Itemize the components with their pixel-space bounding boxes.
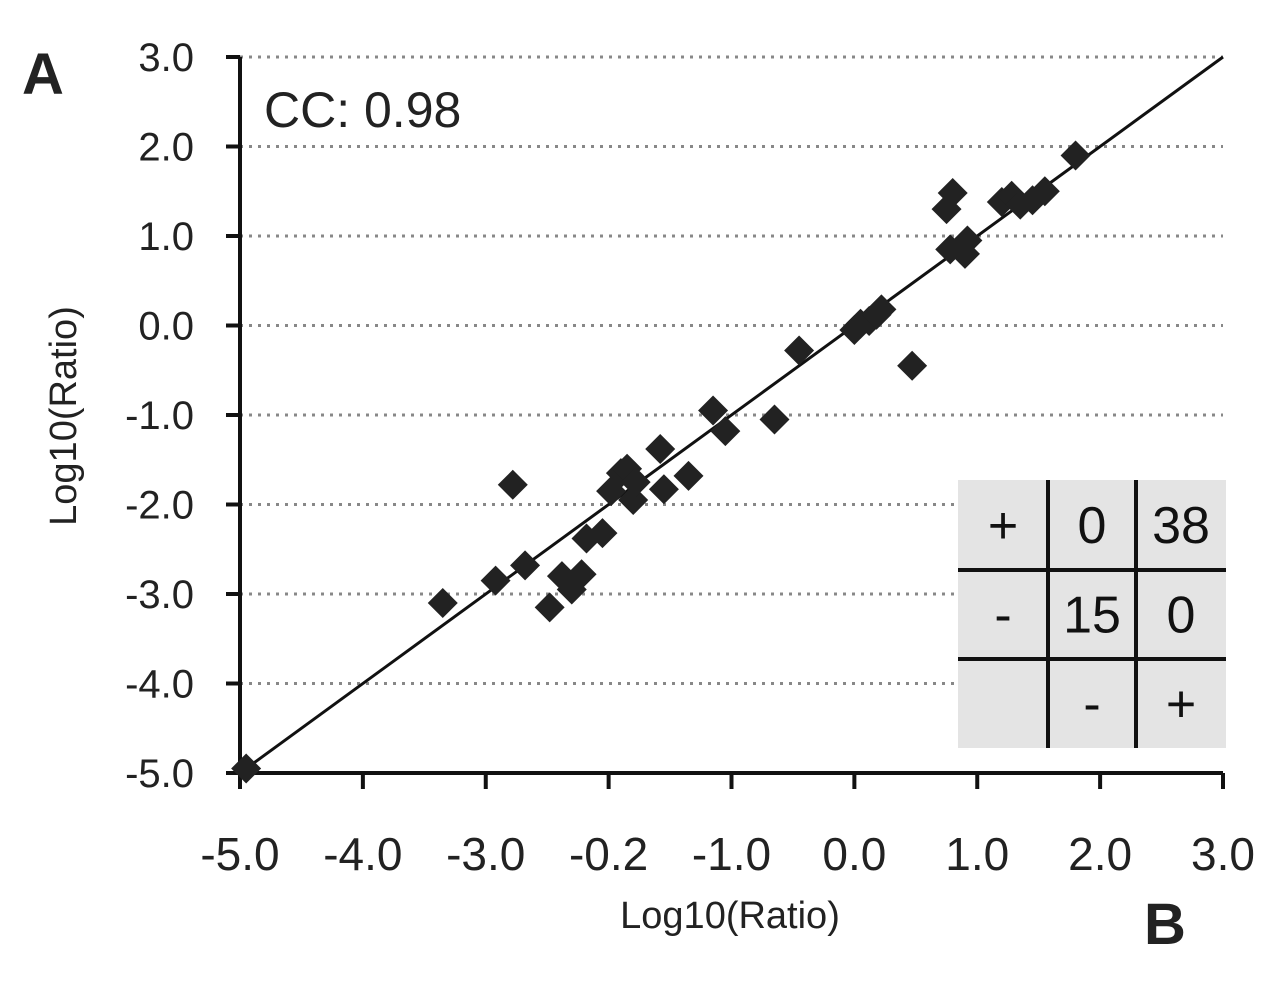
data-point xyxy=(710,416,741,447)
contingency-table: +0 38- 15 0- + xyxy=(958,480,1226,748)
data-point xyxy=(648,474,679,505)
data-point xyxy=(1060,140,1091,171)
y-tick-label: -5.0 xyxy=(125,752,194,796)
tick-labels: 3.02.01.00.0-1.0-2.0-3.0-4.0-5.0-5.0 -4.0… xyxy=(125,36,1255,880)
data-point xyxy=(952,225,983,256)
data-point xyxy=(937,178,968,209)
table-cell: 0 xyxy=(1167,587,1196,645)
x-tick-label: -0.2 xyxy=(569,828,648,880)
data-point xyxy=(645,434,676,465)
data-point xyxy=(427,587,458,618)
x-tick-label: 2.0 xyxy=(1068,828,1132,880)
table-cell: + xyxy=(1166,676,1196,734)
y-tick-label: 1.0 xyxy=(138,215,194,259)
data-point xyxy=(510,550,541,581)
data-point xyxy=(866,294,897,325)
table-cell: 0 xyxy=(1078,497,1107,555)
data-point xyxy=(897,350,928,381)
x-tick-label: -1.0 xyxy=(692,828,771,880)
y-tick-label: 2.0 xyxy=(138,126,194,170)
y-tick-label: -2.0 xyxy=(125,484,194,528)
table-cell: 15 xyxy=(1063,587,1121,645)
x-tick-label: 3.0 xyxy=(1191,828,1255,880)
data-point xyxy=(231,753,262,784)
data-point xyxy=(759,404,790,435)
data-point xyxy=(534,592,565,623)
x-tick-label: 1.0 xyxy=(945,828,1009,880)
table-cell: - xyxy=(1083,676,1100,734)
data-point xyxy=(497,469,528,500)
y-tick-label: -4.0 xyxy=(125,663,194,707)
data-point xyxy=(566,559,597,590)
y-tick-label: 0.0 xyxy=(138,305,194,349)
table-cell: + xyxy=(988,497,1018,555)
data-point xyxy=(587,518,618,549)
x-tick-label: -5.0 xyxy=(200,828,279,880)
x-tick-label: -4.0 xyxy=(323,828,402,880)
y-axis-label: Log10(Ratio) xyxy=(43,306,85,526)
data-point xyxy=(1029,176,1060,207)
panel-label-a: A xyxy=(22,42,64,107)
data-point xyxy=(673,460,704,491)
x-tick-label: -3.0 xyxy=(446,828,525,880)
table-background xyxy=(958,480,1226,748)
data-point xyxy=(620,467,651,498)
correlation-annotation: CC: 0.98 xyxy=(264,82,461,138)
data-point xyxy=(480,565,511,596)
table-cell: - xyxy=(994,587,1011,645)
y-tick-label: -3.0 xyxy=(125,573,194,617)
panel-label-b: B xyxy=(1144,892,1186,957)
data-point xyxy=(784,335,815,366)
x-tick-label: 0.0 xyxy=(822,828,886,880)
data-points xyxy=(231,140,1091,784)
axes xyxy=(226,55,1225,789)
y-tick-label: 3.0 xyxy=(138,36,194,80)
fit-line-group xyxy=(239,55,1224,775)
table-cell: 38 xyxy=(1152,497,1210,555)
fit-line xyxy=(239,55,1224,775)
data-point xyxy=(698,395,729,426)
data-point xyxy=(618,485,649,516)
x-axis-label: Log10(Ratio) xyxy=(620,895,840,937)
y-tick-label: -1.0 xyxy=(125,394,194,438)
